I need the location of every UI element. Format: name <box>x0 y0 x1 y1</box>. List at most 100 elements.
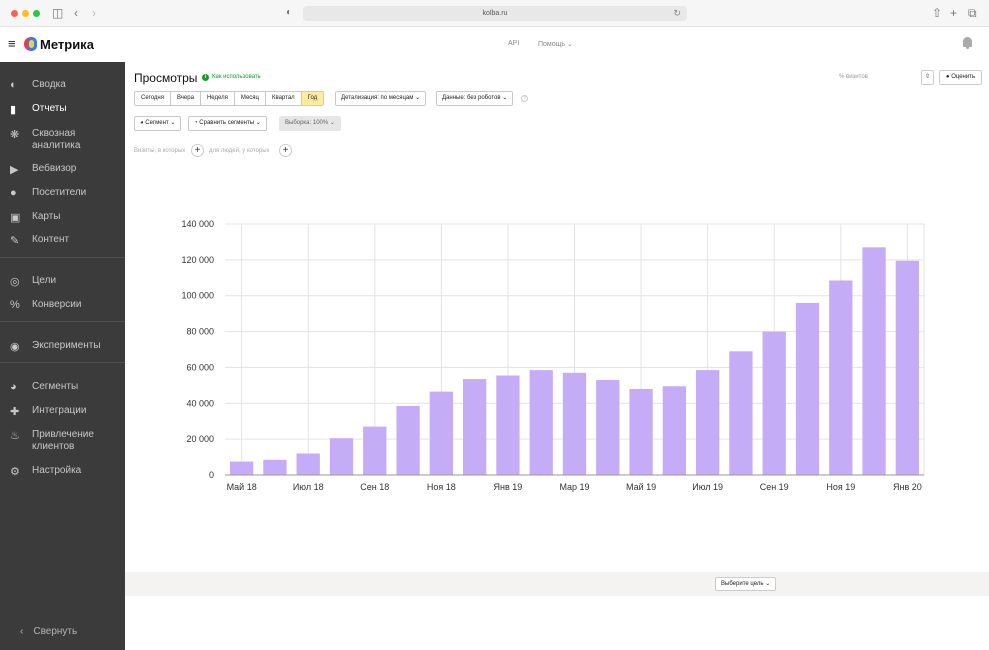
minimize-window-button[interactable] <box>22 10 29 17</box>
x-tick-label: Янв 20 <box>893 482 922 492</box>
sidebar-item-2[interactable]: ❋ Сквозная аналитика <box>0 123 125 151</box>
period-tab-0[interactable]: Сегодня <box>134 91 171 106</box>
sidebar-item-6[interactable]: ✎ Контент <box>0 229 125 251</box>
percent-icon: % <box>10 299 20 311</box>
bar <box>729 351 753 475</box>
rate-button[interactable]: ● Оценить <box>939 70 982 85</box>
chevron-down-icon: ⌄ <box>329 120 335 126</box>
period-tab-1[interactable]: Вчера <box>171 91 201 106</box>
share-icon[interactable]: ⇧ <box>932 6 943 20</box>
compare-segments-dropdown[interactable]: ◔ Сравнить сегменты ⌄ <box>188 116 267 131</box>
x-tick-label: Май 19 <box>626 482 656 492</box>
sidebar-item-13[interactable]: ⚙ Настройка <box>0 460 125 482</box>
segment-dropdown[interactable]: ◕ Сегмент ⌄ <box>134 116 182 131</box>
chevron-down-icon: ⌄ <box>765 581 771 587</box>
flame-icon: ♨ <box>10 430 20 442</box>
close-window-button[interactable] <box>11 10 18 17</box>
forward-icon[interactable]: › <box>92 6 96 20</box>
sidebar-item-label: Контент <box>32 234 70 245</box>
add-visit-filter-button[interactable]: + <box>191 144 204 157</box>
sidebar-item-label: Эксперименты <box>32 340 101 351</box>
chevron-left-icon: ‹ <box>20 626 24 637</box>
notifications-bell-icon[interactable] <box>962 37 973 50</box>
collapse-sidebar-button[interactable]: ‹ Свернуть <box>20 626 77 637</box>
export-button[interactable]: ⇧ <box>921 70 934 85</box>
goal-label: Выберите цель <box>721 581 764 587</box>
sidebar-item-5[interactable]: ▣ Карты <box>0 206 125 228</box>
new-tab-icon[interactable]: + <box>950 6 958 20</box>
x-tick-label: Мар 19 <box>559 482 589 492</box>
select-goal-dropdown[interactable]: Выберите цель ⌄ <box>715 577 777 591</box>
brand-title[interactable]: Метрика <box>40 37 94 52</box>
help-label: Помощь <box>538 41 566 48</box>
help-question-icon[interactable]: ? <box>521 95 528 102</box>
chevron-down-icon: ⌄ <box>170 120 176 126</box>
sidebar-item-label: Сквозная аналитика <box>32 128 81 151</box>
period-tab-2[interactable]: Неделя <box>200 91 235 106</box>
bar <box>762 331 786 475</box>
sidebar-item-0[interactable]: ◐ Сводка <box>0 74 125 96</box>
address-bar[interactable]: kolba.ru ↻ <box>303 6 687 21</box>
bar <box>562 372 587 475</box>
gauge-icon: ◐ <box>10 79 17 91</box>
sidebar-item-label: Сегменты <box>32 381 79 392</box>
back-icon[interactable]: ‹ <box>74 6 78 20</box>
chevron-down-icon: ⌄ <box>567 41 573 48</box>
filter-visits-label: Визиты, в которых <box>134 148 186 154</box>
bar <box>862 247 886 475</box>
bar <box>695 370 720 475</box>
y-tick-label: 40 000 <box>186 398 214 408</box>
map-icon: ▣ <box>10 212 21 224</box>
sidebar-item-label: Карты <box>32 211 61 222</box>
help-menu[interactable]: Помощь ⌄ <box>538 40 573 48</box>
metrika-logo[interactable] <box>24 37 37 51</box>
tabs-overview-icon[interactable]: ⧉ <box>968 6 977 20</box>
sidebar-item-4[interactable]: ● Посетители <box>0 182 125 204</box>
reload-icon[interactable]: ↻ <box>673 8 681 18</box>
bar <box>363 426 387 475</box>
sidebar-item-label: Цели <box>32 275 57 286</box>
bar-chart-icon: ▮ <box>10 104 17 116</box>
sidebar-item-8[interactable]: % Конверсии <box>0 294 125 316</box>
bar <box>263 459 287 475</box>
sidebar-toggle-icon[interactable]: ◫ <box>52 6 64 20</box>
maximize-window-button[interactable] <box>33 10 40 17</box>
compare-label: Сравнить сегменты <box>199 120 255 126</box>
menu-icon[interactable]: ≡ <box>8 36 16 51</box>
sidebar-item-10[interactable]: ◕ Сегменты <box>0 376 125 398</box>
collapse-label: Свернуть <box>33 626 78 637</box>
pie-icon: ◕ <box>140 120 144 126</box>
pageviews-bar-chart: 0 20 000 40 000 60 000 80 000 100 000 120 000 1… <box>181 219 925 492</box>
target-icon: ◎ <box>10 276 20 288</box>
sidebar-item-3[interactable]: ▶ Вебвизор <box>0 158 125 180</box>
bar <box>462 379 487 475</box>
how-to-use-link[interactable]: i Как использовать <box>202 74 261 81</box>
y-tick-label: 60 000 <box>186 362 214 372</box>
add-people-filter-button[interactable]: + <box>279 144 292 157</box>
sidebar-divider <box>0 321 125 322</box>
pie-icon: ◕ <box>10 381 17 393</box>
sidebar-item-12[interactable]: ♨ Привлечение клиентов <box>0 424 125 452</box>
period-tab-4[interactable]: Квартал <box>265 91 302 106</box>
data-dropdown[interactable]: Данные: без роботов ⌄ <box>436 91 514 106</box>
filter-people-label: для людей, у которых <box>209 148 270 154</box>
sidebar-item-9[interactable]: ◉ Эксперименты <box>0 335 125 357</box>
period-tab-5[interactable]: Год <box>301 91 325 106</box>
sidebar-item-11[interactable]: ✚ Интеграции <box>0 400 125 422</box>
period-selector: Сегодня Вчера Неделя Месяц Квартал Год <box>134 91 325 106</box>
sidebar-item-1[interactable]: ▮ Отчеты <box>0 98 125 120</box>
api-link[interactable]: API <box>508 40 520 47</box>
sidebar-item-7[interactable]: ◎ Цели <box>0 270 125 292</box>
chevron-down-icon: ⌄ <box>255 120 261 126</box>
x-tick-label: Май 18 <box>227 482 257 492</box>
sample-dropdown[interactable]: Выборка: 100% ⌄ <box>279 116 341 131</box>
period-tab-3[interactable]: Месяц <box>234 91 266 106</box>
sidebar-item-label: Настройка <box>32 465 82 476</box>
x-tick-label: Янв 19 <box>494 482 523 492</box>
detail-dropdown[interactable]: Детализация: по месяцам ⌄ <box>335 91 427 106</box>
x-tick-label: Сен 18 <box>360 482 389 492</box>
compare-icon: ◔ <box>194 120 198 126</box>
y-tick-label: 20 000 <box>186 434 214 444</box>
bar <box>596 379 620 475</box>
privacy-shield-icon[interactable]: ◐ <box>286 7 293 18</box>
